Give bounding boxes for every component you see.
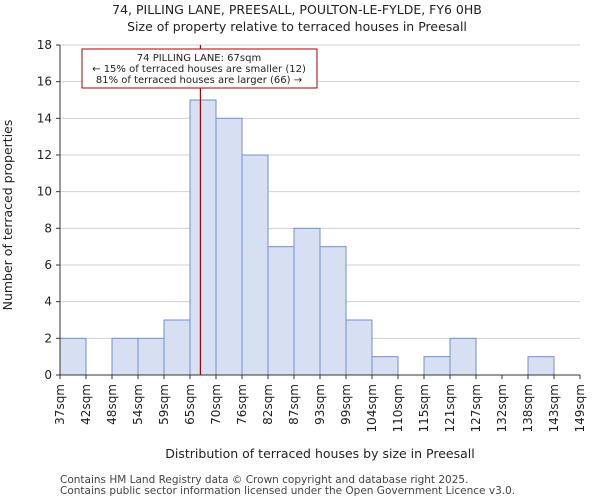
histogram-bar (267, 246, 295, 376)
annotation-line-1: 74 PILLING LANE: 67sqm (137, 53, 261, 64)
histogram-bar (241, 154, 269, 376)
x-tick-label: 70sqm (209, 384, 223, 425)
y-tick-label: 18 (37, 38, 52, 52)
x-tick-label: 127sqm (469, 384, 483, 432)
histogram-bar (449, 337, 477, 376)
annotation-box: 74 PILLING LANE: 67sqm ← 15% of terraced… (81, 48, 318, 89)
x-tick-label: 54sqm (131, 384, 145, 425)
x-tick-label: 149sqm (573, 384, 587, 432)
y-tick-label: 2 (44, 331, 52, 345)
y-tick-label: 10 (37, 185, 52, 199)
x-tick-label: 99sqm (339, 384, 353, 425)
x-tick-label: 132sqm (495, 384, 509, 432)
y-tick-label: 0 (44, 368, 52, 382)
histogram-bar (319, 246, 347, 376)
histogram-bar (345, 319, 373, 376)
x-tick-label: 138sqm (521, 384, 535, 432)
y-tick-label: 4 (44, 295, 52, 309)
x-tick-label: 37sqm (53, 384, 67, 425)
histogram-bar (293, 227, 321, 376)
x-tick-label: 76sqm (235, 384, 249, 425)
histogram-bar (111, 337, 139, 376)
y-tick-label: 16 (37, 75, 52, 89)
histogram-bar (527, 356, 555, 376)
x-tick-label: 87sqm (287, 384, 301, 425)
y-tick-label: 6 (44, 258, 52, 272)
y-tick-label: 14 (37, 111, 52, 125)
histogram-bar (137, 337, 165, 376)
y-axis-label: Number of terraced properties (0, 120, 15, 311)
x-tick-label: 65sqm (183, 384, 197, 425)
x-tick-label: 143sqm (547, 384, 561, 432)
footer-licence: Contains public sector information licen… (60, 485, 516, 497)
x-tick-label: 104sqm (365, 384, 379, 432)
y-tick-label: 8 (44, 221, 52, 235)
y-tick-label: 12 (37, 148, 52, 162)
histogram-bar (423, 356, 451, 376)
x-tick-label: 42sqm (79, 384, 93, 425)
x-tick-label: 93sqm (313, 384, 327, 425)
x-tick-label: 110sqm (391, 384, 405, 432)
x-axis-label: Distribution of terraced houses by size … (165, 446, 474, 461)
histogram-bar (163, 319, 191, 376)
histogram-bar (215, 117, 243, 376)
annotation-line-2: ← 15% of terraced houses are smaller (12… (92, 64, 306, 75)
x-tick-label: 48sqm (105, 384, 119, 425)
x-tick-label: 121sqm (443, 384, 457, 432)
histogram-bar (371, 356, 399, 376)
x-tick-label: 82sqm (261, 384, 275, 425)
chart-subtitle: Size of property relative to terraced ho… (127, 19, 467, 34)
chart-title: 74, PILLING LANE, PREESALL, POULTON-LE-F… (112, 2, 482, 17)
x-tick-label: 115sqm (417, 384, 431, 432)
histogram-bar (59, 337, 87, 376)
histogram-bar (189, 99, 217, 376)
footer-copyright: Contains HM Land Registry data © Crown c… (60, 474, 469, 486)
annotation-line-3: 81% of terraced houses are larger (66) → (96, 75, 302, 86)
x-tick-label: 59sqm (157, 384, 171, 425)
